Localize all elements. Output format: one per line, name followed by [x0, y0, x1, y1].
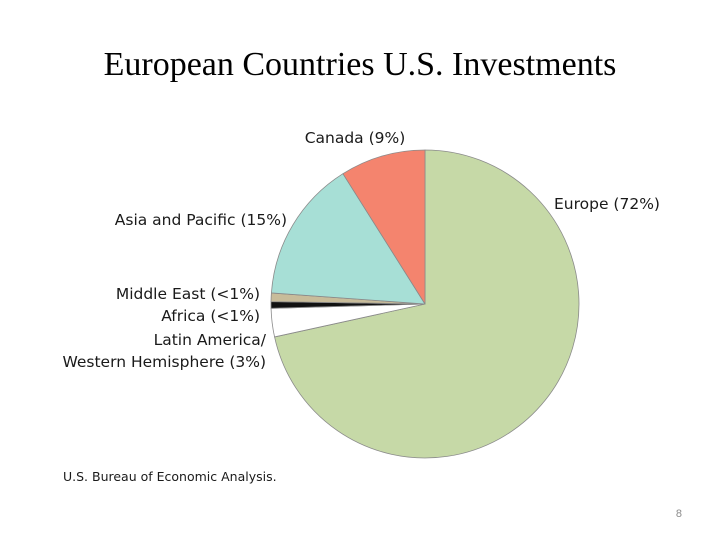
- pie-label-africa: Africa (<1%): [161, 307, 260, 325]
- pie-labels: Europe (72%) Latin America/Western Hemisp…: [62, 129, 660, 371]
- pie-slice-asia-and-pacific: [271, 173, 426, 305]
- pie-label-asia-and-pacific: Asia and Pacific (15%): [115, 211, 287, 229]
- pie-slice-canada: [342, 149, 426, 305]
- pie-slices: [270, 149, 580, 459]
- source-note: U.S. Bureau of Economic Analysis.: [63, 469, 277, 484]
- page-number: 8: [675, 508, 682, 520]
- pie-label-europe: Europe (72%): [554, 195, 660, 213]
- slide-title: European Countries U.S. Investments: [103, 46, 617, 83]
- pie-label-middle-east: Middle East (<1%): [116, 285, 260, 303]
- pie-label-canada: Canada (9%): [305, 129, 406, 147]
- pie-slice-europe: [274, 149, 580, 459]
- pie-label-latin-america-western-hemisphere: Latin America/Western Hemisphere (3%): [62, 331, 266, 371]
